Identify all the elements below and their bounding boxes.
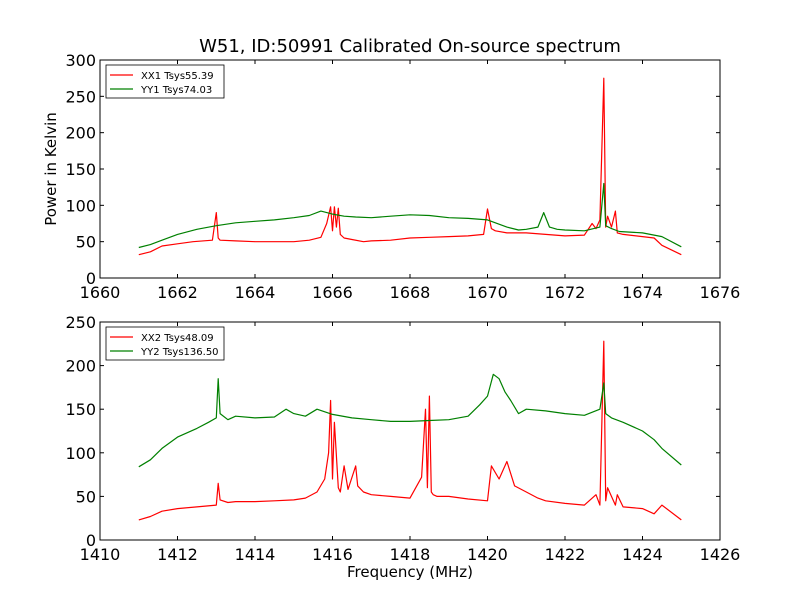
x-tick-label: 1410 bbox=[80, 545, 121, 564]
x-tick-label: 1414 bbox=[235, 545, 276, 564]
y-tick-label: 0 bbox=[86, 531, 96, 550]
legend-label-1: XX1 Tsys55.39 bbox=[141, 71, 214, 82]
bottom-panel: 1410 1412 1414 1416 1418 1420 1422 1424 1426 0 50 1… bbox=[65, 313, 740, 564]
y-tick-label: 150 bbox=[65, 400, 96, 419]
y-tick-label: 200 bbox=[65, 357, 96, 376]
y-tick-label: 100 bbox=[65, 196, 96, 215]
x-tick-label: 1674 bbox=[622, 283, 663, 302]
x-tick-label: 1676 bbox=[700, 283, 741, 302]
x-tick-label: 1664 bbox=[235, 283, 276, 302]
y-tick-label: 200 bbox=[65, 124, 96, 143]
chart-title: W51, ID:50991 Calibrated On-source spect… bbox=[199, 36, 621, 57]
y-tick-label: 100 bbox=[65, 444, 96, 463]
x-tick-label: 1666 bbox=[312, 283, 353, 302]
legend-box bbox=[105, 64, 225, 99]
y-tick-label: 0 bbox=[86, 269, 96, 288]
legend-box bbox=[105, 326, 225, 361]
series-line-2 bbox=[138, 182, 682, 249]
y-tick-label: 250 bbox=[65, 313, 96, 332]
x-tick-label: 1660 bbox=[80, 283, 121, 302]
series-line-1 bbox=[138, 340, 682, 521]
x-tick-label: 1672 bbox=[545, 283, 586, 302]
top-panel: 1660 1662 1664 1666 1668 1670 1672 1674 1676 0 50 1… bbox=[65, 51, 740, 302]
x-tick-label: 1668 bbox=[390, 283, 431, 302]
x-tick-label: 1422 bbox=[545, 545, 586, 564]
y-tick-label: 300 bbox=[65, 51, 96, 70]
x-tick-label: 1420 bbox=[467, 545, 508, 564]
x-axis-label: Frequency (MHz) bbox=[347, 563, 473, 581]
y-tick-label: 50 bbox=[76, 233, 96, 252]
y-tick-label: 150 bbox=[65, 160, 96, 179]
x-tick-label: 1412 bbox=[157, 545, 198, 564]
y-tick-label: 50 bbox=[76, 487, 96, 506]
y-tick-label: 250 bbox=[65, 87, 96, 106]
x-tick-label: 1670 bbox=[467, 283, 508, 302]
y-axis-label: Power in Kelvin bbox=[42, 112, 60, 226]
series-line-2 bbox=[138, 373, 682, 468]
legend-label-2: YY2 Tsys136.50 bbox=[140, 347, 219, 358]
x-tick-label: 1416 bbox=[312, 545, 353, 564]
x-tick-label: 1424 bbox=[622, 545, 663, 564]
x-tick-label: 1418 bbox=[390, 545, 431, 564]
legend-label-2: YY1 Tsys74.03 bbox=[140, 85, 212, 96]
x-tick-label: 1662 bbox=[157, 283, 198, 302]
x-tick-label: 1426 bbox=[700, 545, 741, 564]
legend-label-1: XX2 Tsys48.09 bbox=[141, 333, 214, 344]
